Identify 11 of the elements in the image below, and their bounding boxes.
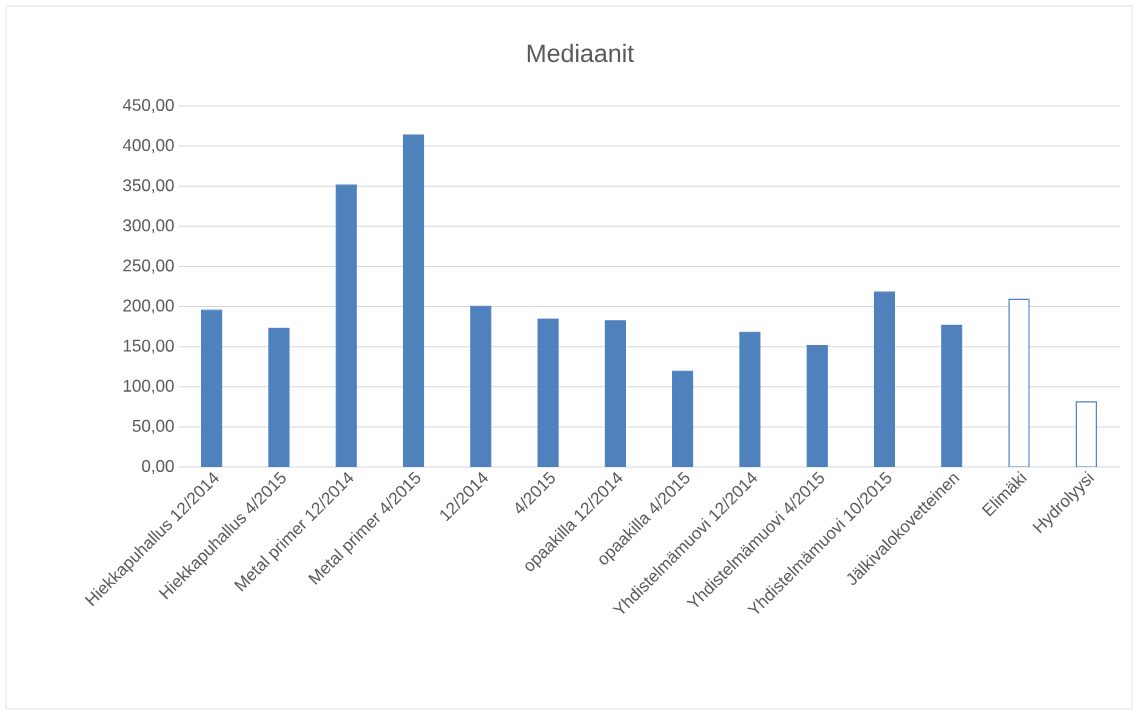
y-tick-label: 100,00 (123, 379, 174, 394)
y-tick-label: 0,00 (142, 459, 174, 475)
y-tick-label: 250,00 (123, 259, 174, 274)
y-tick-label: 150,00 (123, 339, 174, 354)
chart-title: Mediaanit (527, 43, 634, 63)
y-tick-label: 50,00 (132, 419, 174, 434)
y-tick-label: 450,00 (122, 98, 174, 114)
y-tick-label: 300,00 (123, 219, 174, 234)
y-tick-label: 350,00 (123, 179, 174, 194)
y-tick-label: 400,00 (122, 139, 174, 154)
y-tick-label: 200,00 (123, 299, 174, 314)
